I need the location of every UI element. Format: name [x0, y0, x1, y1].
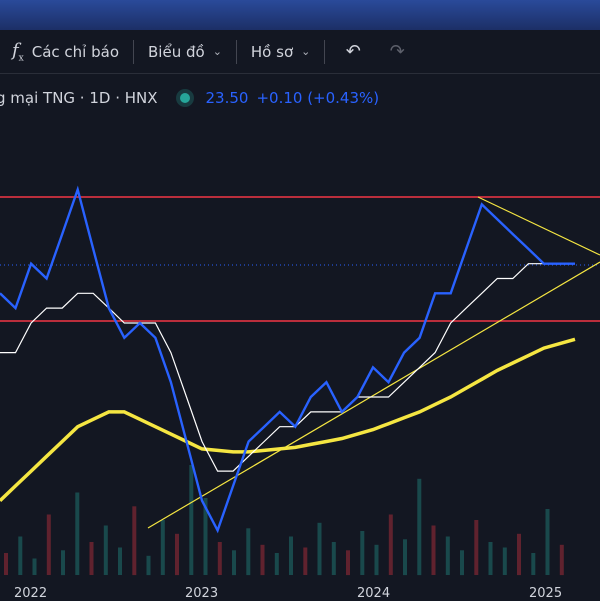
volume-bar [531, 553, 536, 575]
volume-bar [502, 547, 507, 575]
volume-bar [232, 550, 236, 576]
volume-bar [360, 531, 365, 575]
window-top-bar [0, 0, 600, 30]
volume-bar [189, 465, 194, 575]
descending-trendline [477, 196, 600, 256]
moving-average-long [0, 337, 576, 502]
x-tick-label: 2023 [185, 586, 219, 601]
volume-bar [32, 558, 37, 575]
volume-bar [517, 533, 521, 576]
x-tick-label: 2022 [14, 586, 48, 601]
volume-bar [388, 514, 393, 575]
volume-bar [431, 525, 436, 575]
chevron-down-icon: ⌄ [212, 45, 222, 58]
volume-bar [289, 536, 293, 575]
volume-bar [175, 533, 179, 576]
volume-bar [460, 550, 464, 576]
fx-icon[interactable]: fx [12, 39, 24, 64]
volume-bar [445, 536, 450, 575]
volume-bar [4, 553, 8, 575]
volume-bar [18, 536, 23, 575]
volume-bar [132, 506, 137, 576]
chart-type-label: Biểu đồ [148, 42, 205, 61]
symbol-legend: g mại TNG · 1D · HNX 23.50 +0.10 (+0.43%… [0, 84, 379, 112]
volume-bar [160, 520, 165, 575]
price-line [0, 185, 575, 534]
redo-icon[interactable]: ↷ [389, 41, 405, 62]
chevron-down-icon: ⌄ [301, 45, 311, 58]
symbol-title[interactable]: g mại TNG · 1D · HNX [0, 89, 158, 107]
volume-bar [545, 509, 550, 575]
volume-bar [403, 539, 407, 576]
volume-bar [559, 544, 564, 576]
volume-bar [103, 525, 108, 575]
market-status-icon [179, 93, 190, 103]
x-tick-label: 2025 [529, 586, 563, 601]
volume-bar [46, 514, 51, 575]
volume-bar [118, 547, 122, 575]
x-tick-label: 2024 [357, 586, 391, 601]
price-change: +0.10 (+0.43%) [256, 89, 380, 107]
toolbar-divider [324, 39, 326, 64]
profile-button[interactable]: Hồ sơ ⌄ [251, 30, 310, 73]
toolbar-divider [235, 39, 237, 64]
last-price: 23.50 [205, 89, 249, 107]
ascending-trendline [147, 261, 600, 529]
volume-bar [217, 542, 222, 575]
toolbar-divider [133, 39, 135, 64]
volume-bar [331, 542, 336, 575]
volume-bar [260, 544, 265, 576]
volume-bars [4, 465, 564, 576]
undo-icon[interactable]: ↶ [345, 41, 361, 62]
volume-bar [303, 547, 308, 575]
volume-bar [417, 478, 422, 576]
moving-average-short [0, 263, 575, 472]
volume-bar [203, 498, 208, 575]
volume-bar [374, 544, 379, 576]
volume-bar [246, 528, 251, 576]
indicators-button[interactable]: Các chỉ báo [31, 42, 120, 61]
volume-bar [75, 492, 80, 575]
volume-bar [474, 520, 479, 575]
chart-toolbar: fx Các chỉ báo Biểu đồ ⌄ Hồ sơ ⌄ ↶ ↷ [0, 30, 600, 74]
volume-bar [146, 555, 151, 576]
volume-bar [61, 550, 65, 576]
volume-bar [89, 542, 94, 575]
volume-bar [346, 550, 350, 576]
volume-bar [274, 553, 279, 575]
volume-bar [317, 522, 322, 576]
profile-label: Hồ sơ [250, 42, 294, 61]
volume-bar [488, 542, 493, 575]
chart-type-button[interactable]: Biểu đồ ⌄ [148, 30, 222, 73]
